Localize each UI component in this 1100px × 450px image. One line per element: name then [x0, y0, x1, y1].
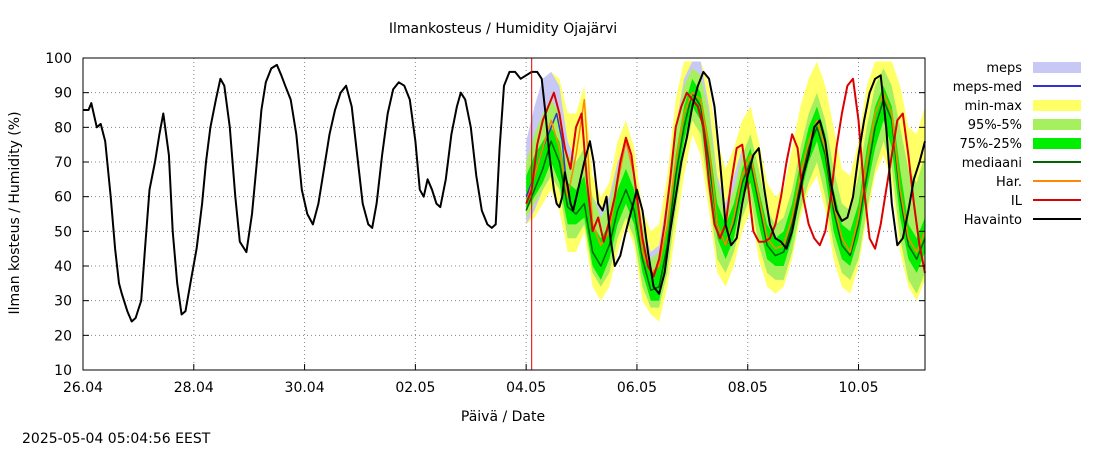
chart-title: Ilmankosteus / Humidity Ojajärvi: [389, 21, 617, 37]
x-tick-label: 30.04: [285, 380, 325, 396]
y-tick-label: 20: [54, 328, 72, 344]
x-tick-label: 06.05: [617, 380, 657, 396]
x-tick-label: 08.05: [728, 380, 768, 396]
legend-swatch-p95: [1033, 119, 1081, 130]
band-75-25: [526, 78, 925, 301]
y-ticks: 10 20 30 40 50 60 70 80 90 100: [45, 51, 925, 379]
legend-label: 75%-25%: [960, 137, 1022, 152]
y-tick-label: 10: [54, 363, 72, 379]
y-tick-label: 60: [54, 190, 72, 206]
y-tick-label: 80: [54, 120, 72, 136]
legend-label: Har.: [996, 175, 1022, 190]
y-tick-label: 70: [54, 155, 72, 171]
line-havainto: [83, 63, 926, 323]
x-tick-label: 04.05: [506, 380, 546, 396]
y-tick-label: 40: [54, 259, 72, 275]
y-tick-label: 30: [54, 294, 72, 310]
y-tick-label: 90: [54, 86, 72, 102]
y-tick-label: 100: [45, 51, 72, 67]
x-tick-label: 10.05: [838, 380, 878, 396]
plot-frame: [82, 57, 926, 371]
legend-label: 95%-5%: [968, 118, 1022, 133]
x-axis-label: Päivä / Date: [461, 409, 545, 425]
legend-swatch-minmax: [1033, 100, 1081, 111]
legend-label: meps: [986, 61, 1022, 76]
legend-label: IL: [1011, 194, 1023, 209]
forecast-bands: [526, 61, 925, 322]
timestamp: 2025-05-04 05:04:56 EEST: [22, 431, 211, 447]
y-tick-label: 50: [54, 224, 72, 240]
series-lines: [83, 58, 926, 370]
band-95-5: [526, 68, 925, 308]
x-tick-label: 28.04: [174, 380, 214, 396]
legend-swatch-meps: [1033, 62, 1081, 73]
legend-label: min-max: [964, 99, 1022, 114]
x-tick-label: 26.04: [63, 380, 103, 396]
legend-label: mediaani: [962, 156, 1022, 171]
legend-label: Havainto: [964, 213, 1022, 228]
x-tick-label: 02.05: [395, 380, 435, 396]
legend-label: meps-med: [953, 80, 1022, 95]
x-ticks: 26.04 28.04 30.04 02.05 04.05 06.05 08.05 10.05: [63, 364, 879, 396]
y-axis-label: Ilman kosteus / Humidity (%): [7, 111, 23, 314]
legend: meps meps-med min-max 95%-5% 75%-25% mediaani…: [953, 61, 1081, 228]
legend-swatch-p75: [1033, 138, 1081, 149]
